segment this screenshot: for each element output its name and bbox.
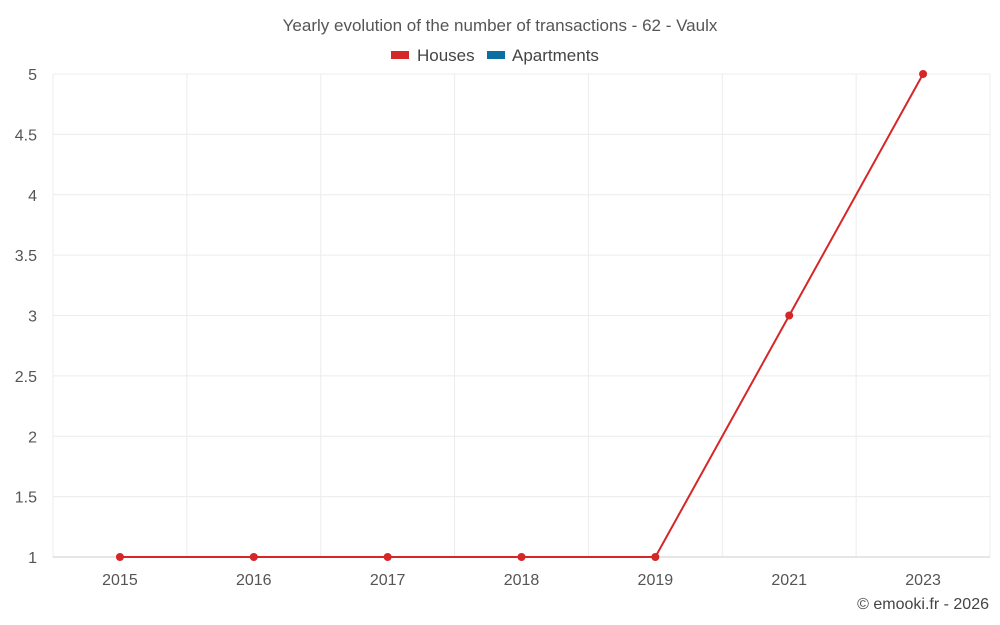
y-tick-label: 4 [28, 188, 37, 205]
y-tick-label: 3.5 [15, 248, 37, 265]
data-point[interactable] [651, 553, 660, 561]
legend: Houses Apartments [391, 46, 599, 65]
x-tick-label: 2016 [236, 572, 272, 589]
x-tick-label: 2023 [905, 572, 941, 589]
legend-swatch-houses [391, 51, 409, 59]
y-tick-label: 1 [28, 550, 37, 567]
series-houses [115, 70, 928, 561]
legend-item-houses[interactable]: Houses [391, 46, 475, 65]
y-tick-label: 2 [28, 429, 37, 446]
x-tick-label: 2021 [771, 572, 807, 589]
y-axis-ticks: 1 1.5 2 2.5 3 3.5 4 4.5 5 [15, 67, 37, 567]
y-tick-label: 2.5 [15, 369, 37, 386]
x-tick-label: 2017 [370, 572, 406, 589]
grid [52, 73, 991, 558]
y-tick-label: 1.5 [15, 490, 37, 507]
data-point[interactable] [115, 553, 124, 561]
chart-title: Yearly evolution of the number of transa… [283, 16, 718, 35]
legend-swatch-apartments [487, 51, 505, 59]
data-point[interactable] [383, 553, 392, 561]
credit-text: © emooki.fr - 2026 [857, 596, 989, 613]
y-tick-label: 3 [28, 309, 37, 326]
x-axis-ticks: 2015 2016 2017 2018 2019 2021 2023 [102, 572, 941, 589]
x-tick-label: 2015 [102, 572, 138, 589]
legend-label-apartments: Apartments [512, 46, 599, 65]
x-tick-label: 2018 [504, 572, 540, 589]
data-point[interactable] [517, 553, 526, 561]
x-tick-label: 2019 [638, 572, 674, 589]
legend-label-houses: Houses [417, 46, 475, 65]
data-point[interactable] [919, 70, 928, 78]
legend-item-apartments[interactable]: Apartments [487, 46, 599, 65]
y-tick-label: 5 [28, 67, 37, 84]
data-point[interactable] [249, 553, 258, 561]
y-tick-label: 4.5 [15, 127, 37, 144]
data-point[interactable] [785, 311, 794, 320]
